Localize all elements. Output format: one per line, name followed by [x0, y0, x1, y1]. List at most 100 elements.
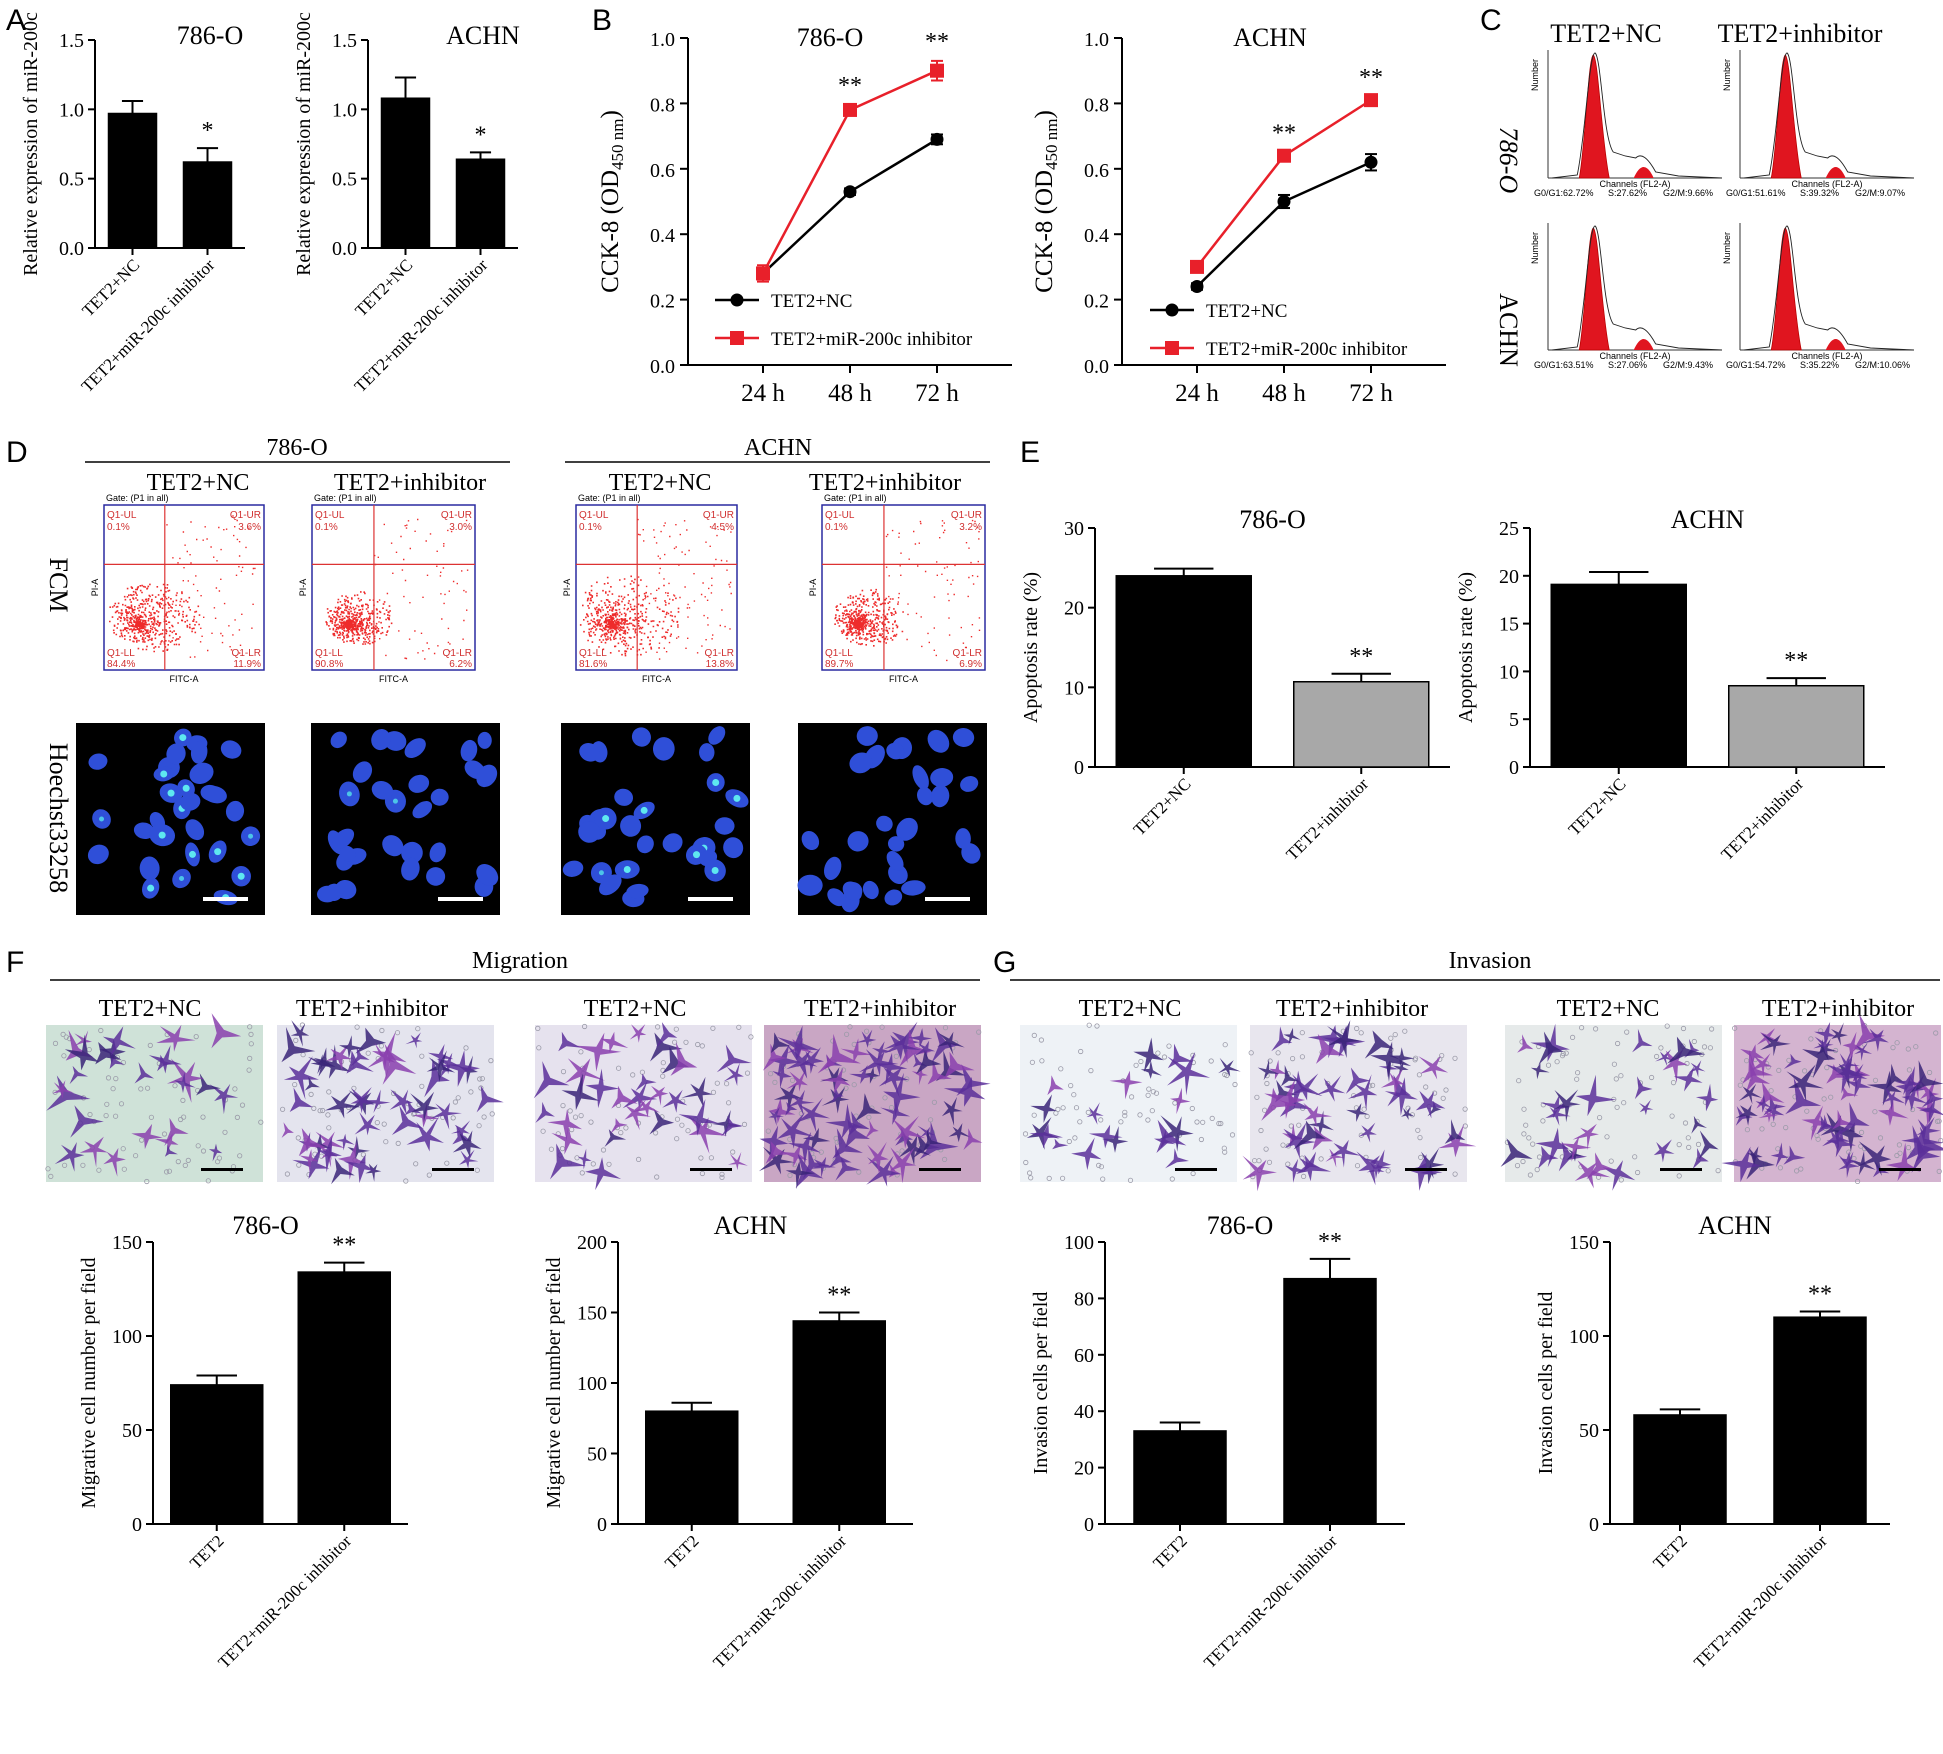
- s-phase-value: S:39.32%: [1800, 188, 1839, 198]
- stained-cell: [1566, 1147, 1583, 1162]
- significance-label: **: [1784, 648, 1808, 674]
- y-tick-label: 0.0: [332, 238, 357, 260]
- stained-cell: [1885, 1063, 1906, 1090]
- stained-cell: [1325, 1148, 1345, 1168]
- stained-cell: [776, 1112, 815, 1149]
- stained-cell: [430, 1102, 462, 1130]
- condensed-chromatin: [602, 815, 610, 823]
- nucleus: [371, 729, 391, 751]
- chart-title: 786-O: [1207, 1211, 1273, 1240]
- stained-cell: [1740, 1044, 1765, 1066]
- stained-cell: [533, 1061, 570, 1099]
- x-tick-label: 48 h: [1262, 380, 1306, 407]
- chart-title: ACHN: [446, 21, 520, 50]
- scale-bar: [919, 1168, 961, 1171]
- stained-cell: [786, 1089, 815, 1116]
- d-col-nc-1: TET2+NC: [147, 470, 250, 496]
- y-axis-label: CCK-8 (OD450 nm): [597, 110, 627, 293]
- stained-cell: [452, 1130, 482, 1158]
- stained-cell: [610, 1118, 628, 1134]
- stained-cell: [1802, 1039, 1836, 1079]
- stained-cell: [343, 1154, 376, 1183]
- stained-cell: [299, 1149, 319, 1173]
- chart-title: 786-O: [797, 23, 863, 52]
- hoechst-image: [311, 723, 500, 915]
- significance-label: **: [925, 29, 949, 55]
- stained-cell: [1500, 1138, 1533, 1167]
- y-tick-label: 50: [122, 1420, 142, 1442]
- stained-cell: [1165, 1148, 1189, 1169]
- nucleus: [927, 729, 950, 753]
- nucleus: [856, 726, 878, 746]
- nucleus: [382, 835, 404, 857]
- chart-title: ACHN: [714, 1211, 788, 1240]
- stained-cell: [1826, 1129, 1856, 1158]
- f-col-nc-2: TET2+NC: [584, 996, 687, 1022]
- stained-cell: [1721, 1146, 1762, 1182]
- nucleus: [330, 731, 347, 749]
- stained-cell: [174, 1072, 196, 1094]
- transwell-image: [533, 1022, 754, 1191]
- g-col-inh-2: TET2+inhibitor: [1762, 996, 1914, 1022]
- stained-cell: [1602, 1160, 1636, 1191]
- hoechst-image: [76, 723, 265, 915]
- stained-cell: [46, 1075, 91, 1111]
- stained-cell: [899, 1029, 932, 1067]
- stained-cell: [1854, 1042, 1873, 1061]
- stained-cell: [103, 1147, 126, 1177]
- stained-cell: [1826, 1055, 1866, 1094]
- x-tick-label: 72 h: [915, 380, 959, 407]
- stained-cell: [211, 1013, 242, 1049]
- stained-cell: [655, 1022, 678, 1048]
- cc-row-achn: ACHN: [1494, 293, 1523, 367]
- y-axis-label: Apoptosis rate (%): [1455, 572, 1477, 723]
- y-axis-label: Number: [1722, 59, 1732, 91]
- legend-label: TET2+miR-200c inhibitor: [771, 329, 973, 350]
- panel-label-d: D: [6, 436, 28, 469]
- stained-cell: [1554, 1089, 1581, 1123]
- stained-cell: [1662, 1047, 1688, 1083]
- stained-cell: [787, 1132, 821, 1166]
- g2-peak: [1825, 167, 1846, 178]
- stained-cell: [832, 1128, 863, 1159]
- chart-title: 786-O: [177, 21, 243, 50]
- nucleus: [614, 788, 634, 806]
- stained-cell: [1820, 1112, 1856, 1150]
- stained-cell: [1575, 1074, 1617, 1117]
- x-category-label: TET2: [186, 1531, 227, 1572]
- panel-d-apoptosis-images: 786-O ACHN TET2+NC TET2+inhibitor TET2+N…: [44, 435, 990, 915]
- stained-cell: [884, 1035, 922, 1060]
- stained-cell: [1358, 1122, 1377, 1143]
- stained-cell: [1783, 1053, 1802, 1069]
- condensed-chromatin: [733, 794, 741, 802]
- stained-cell: [365, 1163, 382, 1182]
- stained-cell: [1418, 1055, 1449, 1080]
- stained-cell: [547, 1108, 583, 1141]
- flow-plot: Gate: (P1 in all) Q1-UL0.1% Q1-UR3.0% Q1-LL…: [298, 493, 476, 684]
- stained-cell: [1586, 1152, 1614, 1180]
- g0g1-value: G0/G1:54.72%: [1726, 360, 1786, 370]
- x-tick-label: 24 h: [1175, 380, 1219, 407]
- transwell-image: [277, 1020, 504, 1185]
- panel-label-g: G: [993, 946, 1016, 979]
- stained-cell: [1785, 1077, 1822, 1115]
- migration-heading: Migration: [472, 948, 568, 974]
- stained-cell: [629, 1024, 647, 1043]
- stained-cell: [681, 1076, 713, 1108]
- stained-cell: [1133, 1037, 1164, 1072]
- bar: [645, 1410, 739, 1525]
- y-tick-label: 0.5: [332, 169, 357, 191]
- plot-frame: [821, 504, 986, 671]
- stained-cell: [1816, 1038, 1839, 1061]
- s-phase-value: S:27.06%: [1608, 360, 1647, 370]
- stained-cell: [317, 1136, 342, 1173]
- stained-cell: [1885, 1142, 1921, 1182]
- transwell-image: [758, 1021, 991, 1190]
- stained-cell: [440, 1050, 480, 1087]
- scale-bar: [1879, 1168, 1921, 1171]
- stained-cell: [1698, 1130, 1719, 1160]
- y-tick-label: 40: [1074, 1401, 1094, 1423]
- stained-cell: [1167, 1043, 1194, 1069]
- panel-label-a: A: [6, 4, 26, 37]
- stained-cell: [324, 1090, 362, 1119]
